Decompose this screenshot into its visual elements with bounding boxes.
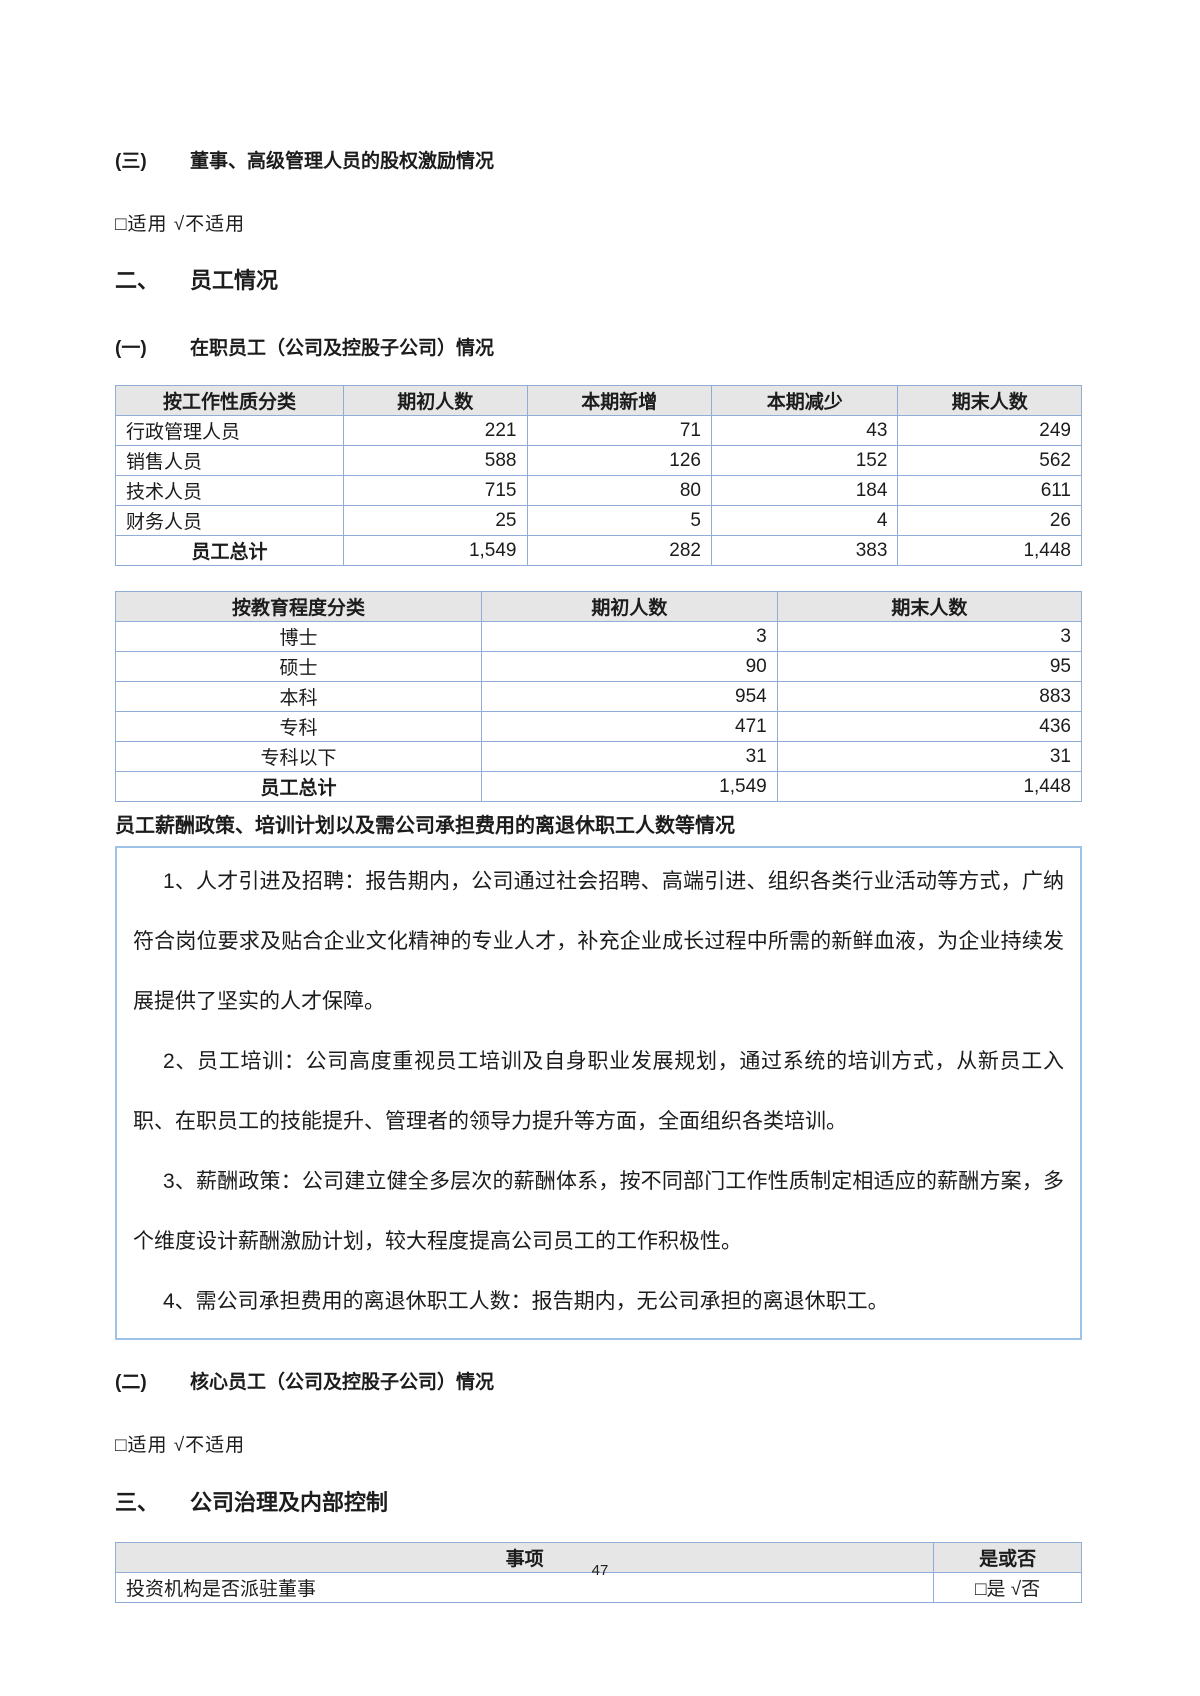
document-content: (三) 董事、高级管理人员的股权激励情况 □适用 √不适用 二、 员工情况 (一… bbox=[114, 0, 1083, 1603]
column-header: 期末人数 bbox=[776, 591, 1083, 622]
note-paragraph-3: 3、薪酬政策：公司建立健全多层次的薪酬体系，按不同部门工作性质制定相适应的薪酬方… bbox=[133, 1170, 1064, 1253]
row-label: 博士 bbox=[114, 621, 483, 652]
row-label: 专科以下 bbox=[114, 741, 483, 772]
cell-value: 43 bbox=[710, 415, 899, 446]
table-header-row: 按教育程度分类 期初人数 期末人数 bbox=[114, 591, 1083, 622]
cell-value: 1,448 bbox=[776, 771, 1083, 802]
table-header-row: 按工作性质分类 期初人数 本期新增 本期减少 期末人数 bbox=[115, 385, 1082, 416]
cell-value: 588 bbox=[342, 445, 528, 476]
column-header: 事项 bbox=[114, 1542, 935, 1573]
table-row: 专科以下 31 31 bbox=[114, 741, 1083, 772]
row-label: 财务人员 bbox=[115, 505, 344, 536]
column-header: 期初人数 bbox=[481, 591, 778, 622]
cell-value: 715 bbox=[342, 475, 528, 506]
cell-value: 80 bbox=[526, 475, 712, 506]
note-paragraph-1: 1、人才引进及招聘：报告期内，公司通过社会招聘、高端引进、组织各类行业活动等方式… bbox=[133, 870, 1064, 1013]
cell-value: 611 bbox=[897, 475, 1082, 506]
section-heading-1: (一) 在职员工（公司及控股子公司）情况 bbox=[115, 333, 1082, 360]
cell-value: 3 bbox=[776, 621, 1083, 652]
row-label: 员工总计 bbox=[115, 535, 344, 566]
column-header: 期末人数 bbox=[897, 385, 1082, 416]
salary-policy-caption: 员工薪酬政策、培训计划以及需公司承担费用的离退休职工人数等情况 bbox=[115, 815, 735, 837]
cell-value: 152 bbox=[710, 445, 899, 476]
applicability-line: □适用 √不适用 bbox=[115, 1435, 246, 1456]
cell-value: 1,448 bbox=[897, 535, 1082, 566]
column-header: 本期减少 bbox=[710, 385, 899, 416]
cell-value: 249 bbox=[897, 415, 1082, 446]
section-number: 二、 bbox=[115, 268, 160, 293]
row-label: 技术人员 bbox=[115, 475, 344, 506]
table-row: 投资机构是否派驻董事 □是 √否 bbox=[114, 1572, 1082, 1603]
table-total-row: 员工总计 1,549 282 383 1,448 bbox=[115, 535, 1082, 566]
cell-value: 471 bbox=[481, 711, 778, 742]
section-title: 核心员工（公司及控股子公司）情况 bbox=[190, 1372, 495, 1393]
table-row: 博士 3 3 bbox=[114, 621, 1083, 652]
note-paragraph-4: 4、需公司承担费用的离退休职工人数：报告期内，无公司承担的离退休职工。 bbox=[163, 1290, 889, 1313]
section-title: 员工情况 bbox=[190, 268, 279, 293]
cell-value: □是 √否 bbox=[933, 1572, 1082, 1603]
table-row: 技术人员 715 80 184 611 bbox=[115, 475, 1082, 506]
row-label: 专科 bbox=[114, 711, 483, 742]
cell-value: 436 bbox=[776, 711, 1083, 742]
cell-value: 184 bbox=[710, 475, 899, 506]
row-label: 硕士 bbox=[114, 651, 483, 682]
cell-value: 1,549 bbox=[342, 535, 528, 566]
cell-value: 95 bbox=[776, 651, 1083, 682]
section-heading-iii: 三、 公司治理及内部控制 bbox=[115, 1485, 1082, 1517]
row-label: 员工总计 bbox=[114, 771, 483, 802]
row-label: 行政管理人员 bbox=[115, 415, 344, 446]
row-label: 投资机构是否派驻董事 bbox=[114, 1572, 935, 1603]
section-title: 公司治理及内部控制 bbox=[190, 1490, 389, 1515]
cell-value: 883 bbox=[776, 681, 1083, 712]
table-row: 专科 471 436 bbox=[114, 711, 1083, 742]
cell-value: 25 bbox=[342, 505, 528, 536]
cell-value: 5 bbox=[526, 505, 712, 536]
governance-table: 事项 是或否 投资机构是否派驻董事 □是 √否 bbox=[114, 1542, 1082, 1603]
table-row: 行政管理人员 221 71 43 249 bbox=[115, 415, 1082, 446]
section-heading-ii: 二、 员工情况 bbox=[115, 263, 1082, 295]
cell-value: 221 bbox=[342, 415, 528, 446]
section-number: (二) bbox=[115, 1372, 147, 1393]
note-paragraph-2: 2、员工培训：公司高度重视员工培训及自身职业发展规划，通过系统的培训方式，从新员… bbox=[133, 1050, 1064, 1133]
cell-value: 562 bbox=[897, 445, 1082, 476]
salary-policy-notes-box: 1、人才引进及招聘：报告期内，公司通过社会招聘、高端引进、组织各类行业活动等方式… bbox=[115, 846, 1082, 1340]
row-label: 销售人员 bbox=[115, 445, 344, 476]
column-header: 期初人数 bbox=[342, 385, 528, 416]
cell-value: 26 bbox=[897, 505, 1082, 536]
section-number: (三) bbox=[115, 151, 147, 172]
cell-value: 31 bbox=[481, 741, 778, 772]
column-header: 按工作性质分类 bbox=[115, 385, 344, 416]
cell-value: 4 bbox=[710, 505, 899, 536]
section-title: 在职员工（公司及控股子公司）情况 bbox=[190, 338, 495, 359]
column-header: 按教育程度分类 bbox=[114, 591, 483, 622]
applicability-line: □适用 √不适用 bbox=[115, 214, 246, 235]
cell-value: 126 bbox=[526, 445, 712, 476]
table-total-row: 员工总计 1,549 1,448 bbox=[114, 771, 1083, 802]
cell-value: 31 bbox=[776, 741, 1083, 772]
employees-by-education-table: 按教育程度分类 期初人数 期末人数 博士 3 3 硕士 90 95 本科 bbox=[114, 591, 1083, 802]
section-heading-2: (二) 核心员工（公司及控股子公司）情况 bbox=[115, 1367, 1082, 1394]
table-row: 销售人员 588 126 152 562 bbox=[115, 445, 1082, 476]
section-number: 三、 bbox=[115, 1490, 160, 1515]
column-header: 本期新增 bbox=[526, 385, 712, 416]
cell-value: 3 bbox=[481, 621, 778, 652]
cell-value: 954 bbox=[481, 681, 778, 712]
section-title: 董事、高级管理人员的股权激励情况 bbox=[190, 151, 495, 172]
page-number: 47 bbox=[591, 1562, 609, 1579]
section-heading-3: (三) 董事、高级管理人员的股权激励情况 bbox=[115, 146, 1082, 173]
table-row: 财务人员 25 5 4 26 bbox=[115, 505, 1082, 536]
row-label: 本科 bbox=[114, 681, 483, 712]
cell-value: 1,549 bbox=[481, 771, 778, 802]
cell-value: 90 bbox=[481, 651, 778, 682]
section-number: (一) bbox=[115, 338, 147, 359]
table-row: 硕士 90 95 bbox=[114, 651, 1083, 682]
cell-value: 282 bbox=[526, 535, 712, 566]
cell-value: 383 bbox=[710, 535, 899, 566]
employees-by-job-table: 按工作性质分类 期初人数 本期新增 本期减少 期末人数 行政管理人员 221 7… bbox=[115, 385, 1082, 566]
column-header: 是或否 bbox=[933, 1542, 1082, 1573]
cell-value: 71 bbox=[526, 415, 712, 446]
table-row: 本科 954 883 bbox=[114, 681, 1083, 712]
table-header-row: 事项 是或否 bbox=[114, 1542, 1082, 1573]
